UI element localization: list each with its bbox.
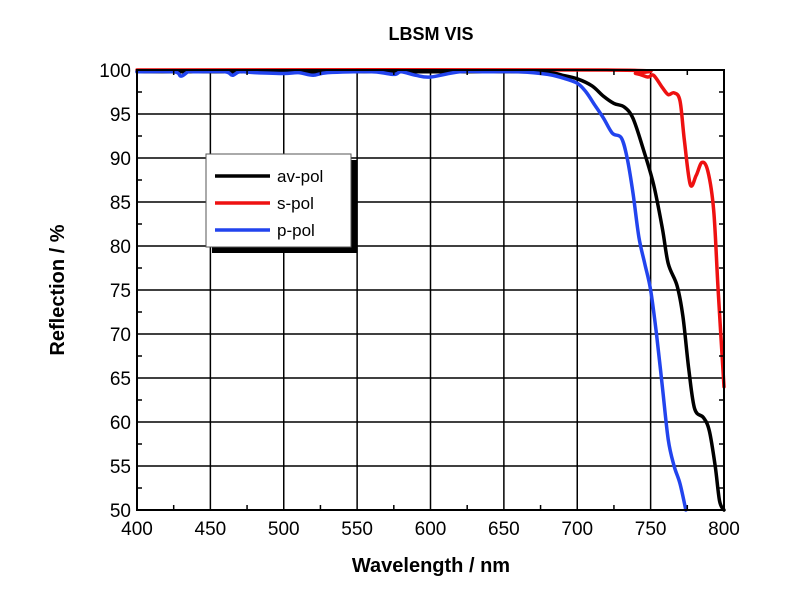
x-tick-label: 750 <box>635 519 667 540</box>
x-tick-label: 800 <box>708 519 740 540</box>
legend-label-s-pol: s-pol <box>277 194 314 213</box>
legend-label-p-pol: p-pol <box>277 221 315 240</box>
y-tick-label: 95 <box>110 105 131 126</box>
chart-title: LBSM VIS <box>388 24 473 44</box>
y-axis-label: Reflection / % <box>47 224 69 355</box>
ticks <box>137 70 724 510</box>
series-line-p-pol <box>135 69 688 512</box>
y-tick-label: 60 <box>110 413 131 434</box>
grid <box>137 70 724 510</box>
series-group <box>135 67 726 512</box>
x-tick-label: 500 <box>268 519 300 540</box>
y-tick-labels: 50 55 60 65 70 75 80 85 90 95 100 <box>99 61 131 522</box>
x-tick-label: 650 <box>488 519 520 540</box>
x-axis-label: Wavelength / nm <box>352 555 510 577</box>
x-tick-labels: 400 450 500 550 600 650 700 750 800 <box>121 519 740 540</box>
y-tick-label: 55 <box>110 457 131 478</box>
y-tick-label: 100 <box>99 61 131 82</box>
y-tick-label: 90 <box>110 149 131 170</box>
legend-label-av-pol: av-pol <box>277 167 323 186</box>
y-tick-label: 50 <box>110 501 131 522</box>
y-tick-label: 70 <box>110 325 131 346</box>
y-tick-label: 80 <box>110 237 131 258</box>
series-line-s-pol <box>135 67 726 389</box>
y-tick-label: 85 <box>110 193 131 214</box>
y-tick-label: 65 <box>110 369 131 390</box>
x-tick-label: 450 <box>195 519 227 540</box>
x-tick-label: 400 <box>121 519 153 540</box>
series-line-av-pol <box>135 69 726 512</box>
legend: av-pol s-pol p-pol <box>205 153 357 253</box>
y-tick-label: 75 <box>110 281 131 302</box>
x-tick-label: 700 <box>561 519 593 540</box>
plot-frame <box>136 69 725 511</box>
x-tick-label: 600 <box>415 519 447 540</box>
x-tick-label: 550 <box>341 519 373 540</box>
